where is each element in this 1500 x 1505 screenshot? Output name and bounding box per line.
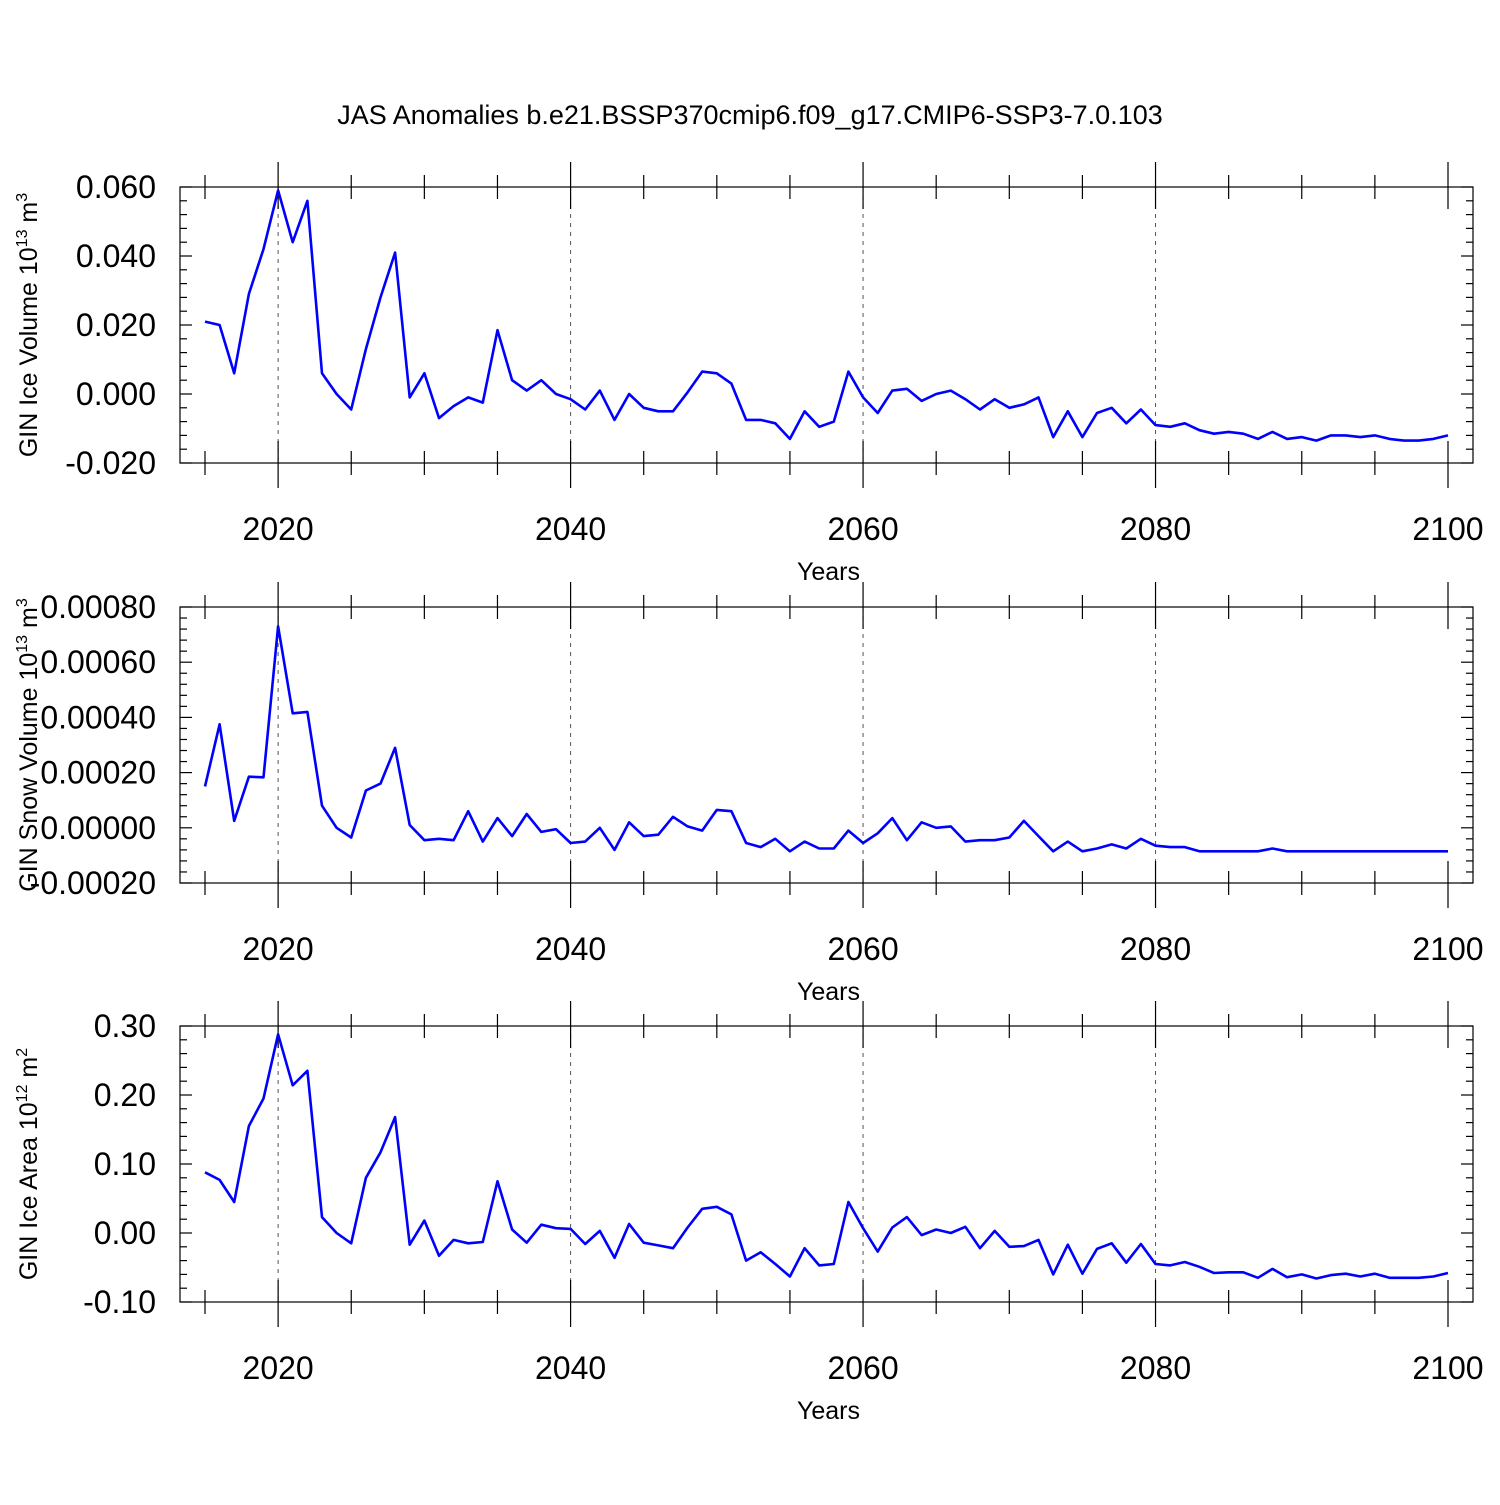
x-tick-label: 2060	[827, 511, 898, 547]
x-tick-label: 2020	[243, 931, 314, 967]
y-tick-label: 0.020	[76, 307, 156, 343]
x-tick-label: 2080	[1120, 1350, 1191, 1386]
y-tick-label: 0.00020	[40, 755, 156, 791]
y-tick-label: 0.060	[76, 169, 156, 205]
x-tick-label: 2100	[1412, 1350, 1483, 1386]
x-axis-label: Years	[797, 1397, 860, 1425]
series-points	[205, 626, 1448, 851]
x-tick-label: 2040	[535, 931, 606, 967]
x-axis-label: Years	[797, 558, 860, 586]
x-tick-label: 2100	[1412, 511, 1483, 547]
x-tick-label: 2100	[1412, 931, 1483, 967]
x-tick-label: 2020	[243, 1350, 314, 1386]
y-tick-label: -0.020	[65, 445, 156, 481]
y-tick-label: -0.10	[83, 1284, 156, 1320]
x-tick-label: 2080	[1120, 511, 1191, 547]
y-tick-label: 0.00000	[40, 810, 156, 846]
y-tick-label: -0.00020	[30, 865, 156, 901]
figure-title: JAS Anomalies b.e21.BSSP370cmip6.f09_g17…	[337, 100, 1163, 130]
x-tick-label: 2080	[1120, 931, 1191, 967]
y-axis-label: GIN Ice Volume 1013 m3	[14, 193, 43, 457]
panel-3: 2020 2040 2060 2080 2100 -0.10 0.00 0.10 0.20 0.3…	[14, 1001, 1484, 1425]
x-tick-label: 2060	[827, 1350, 898, 1386]
x-tick-label: 2040	[535, 1350, 606, 1386]
panel-1: 2020 2040 2060 2080 2100 -0.020 0.000 0.020 0.04…	[14, 162, 1484, 586]
y-tick-label: 0.00040	[40, 699, 156, 735]
x-axis-label: Years	[797, 978, 860, 1006]
plot-frame	[180, 607, 1473, 883]
y-tick-label: 0.10	[94, 1146, 156, 1182]
y-tick-label: 0.000	[76, 376, 156, 412]
series-points	[205, 1034, 1448, 1278]
y-tick-label: 0.30	[94, 1008, 156, 1044]
y-tick-label: 0.040	[76, 238, 156, 274]
x-tick-label: 2060	[827, 931, 898, 967]
y-tick-label: 0.00	[94, 1215, 156, 1251]
series-line	[205, 626, 1448, 851]
x-tick-label: 2020	[243, 511, 314, 547]
y-axis-label: GIN Snow Volume 1013 m3	[14, 598, 43, 892]
y-tick-label: 0.00080	[40, 589, 156, 625]
y-tick-label: 0.20	[94, 1077, 156, 1113]
y-axis-label: GIN Ice Area 1012 m2	[14, 1048, 43, 1280]
series-line	[205, 1034, 1448, 1278]
y-tick-label: 0.00060	[40, 644, 156, 680]
panel-2: 2020 2040 2060 2080 2100 -0.00020 0.00000 0.000…	[14, 582, 1484, 1006]
x-tick-label: 2040	[535, 511, 606, 547]
series-line	[205, 190, 1448, 440]
series-points	[205, 190, 1448, 440]
